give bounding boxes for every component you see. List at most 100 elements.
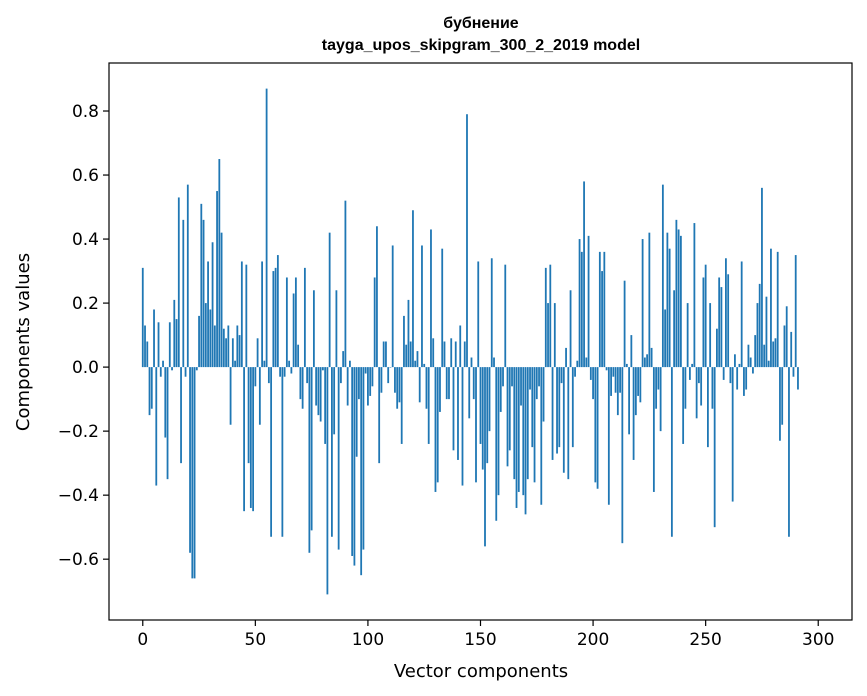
bar	[650, 347, 653, 368]
y-axis-ticks: −0.6 −0.4 −0.2 0.0 0.2 0.4 0.6 0.8	[58, 102, 109, 570]
x-tick-label: 250	[689, 630, 721, 650]
bar	[601, 271, 603, 368]
bar	[306, 367, 309, 384]
bar	[416, 351, 419, 368]
bar	[430, 229, 432, 368]
bar	[535, 367, 538, 400]
x-tick-label: 300	[802, 630, 834, 650]
bar	[612, 367, 615, 377]
bar	[326, 367, 329, 595]
bar	[574, 367, 576, 377]
bar	[621, 367, 624, 544]
bar	[648, 232, 651, 368]
bar	[319, 367, 322, 422]
bar	[515, 367, 518, 508]
bar	[700, 367, 703, 406]
bar	[758, 283, 761, 368]
bar	[385, 341, 387, 368]
bar	[346, 367, 349, 406]
bar	[562, 367, 565, 473]
bar	[360, 367, 363, 576]
bar	[794, 255, 797, 368]
bar	[310, 367, 313, 531]
bar	[180, 367, 182, 464]
bar	[695, 367, 698, 419]
bar	[294, 277, 297, 368]
x-axis-label: Vector components	[394, 661, 568, 682]
bar	[312, 290, 315, 368]
bar	[659, 367, 662, 432]
bars	[141, 88, 799, 595]
bar	[353, 367, 356, 566]
bar	[641, 239, 644, 368]
bar	[652, 367, 655, 492]
y-tick-label: −0.6	[58, 550, 99, 570]
bar	[711, 367, 714, 409]
bar	[488, 367, 491, 432]
bar	[470, 357, 473, 368]
bar	[616, 367, 619, 416]
bar	[571, 367, 574, 448]
bar	[191, 367, 194, 579]
x-tick-label: 150	[464, 630, 496, 650]
bar	[605, 367, 608, 371]
bar	[252, 367, 254, 512]
bar	[195, 367, 198, 371]
bar	[200, 203, 203, 368]
bar	[479, 367, 482, 444]
bar	[607, 367, 610, 505]
bar	[542, 367, 545, 422]
bar	[209, 309, 212, 368]
bar	[448, 367, 450, 400]
bar	[722, 367, 725, 380]
bar	[736, 367, 739, 390]
bar	[517, 367, 520, 492]
bar	[502, 367, 504, 387]
bar	[752, 367, 754, 374]
bar	[184, 367, 187, 377]
bar	[767, 360, 770, 368]
bar	[511, 367, 513, 387]
bar	[351, 367, 354, 556]
bar	[182, 219, 185, 368]
bar	[643, 357, 646, 368]
bar	[792, 367, 795, 377]
bar	[240, 261, 243, 368]
bar	[702, 277, 705, 368]
bar	[713, 367, 716, 528]
bar	[490, 258, 493, 368]
bar	[288, 360, 291, 368]
bar	[740, 261, 743, 368]
bar	[668, 248, 671, 368]
bar	[765, 296, 768, 368]
bar	[481, 367, 484, 470]
bar	[216, 191, 218, 368]
bar	[524, 367, 527, 515]
bar	[371, 367, 374, 387]
bar	[628, 367, 630, 435]
bar	[337, 367, 340, 550]
bar	[619, 367, 621, 393]
bar	[407, 299, 410, 368]
bar	[394, 367, 396, 393]
bar	[679, 235, 682, 368]
bar	[569, 290, 572, 368]
bar	[589, 367, 592, 380]
bar	[666, 232, 669, 368]
bar	[396, 367, 399, 409]
bar	[459, 325, 462, 368]
bar	[513, 367, 516, 480]
bar	[450, 338, 453, 368]
bar	[754, 335, 757, 368]
bar	[463, 341, 466, 368]
bar	[603, 251, 606, 368]
bar	[328, 232, 331, 368]
bar	[547, 303, 549, 368]
bar	[560, 367, 563, 384]
bar	[632, 367, 635, 460]
bar	[477, 261, 480, 368]
chart-title: бубнение	[443, 15, 519, 32]
bar	[369, 367, 372, 396]
bar	[315, 367, 318, 406]
bar	[301, 367, 304, 409]
